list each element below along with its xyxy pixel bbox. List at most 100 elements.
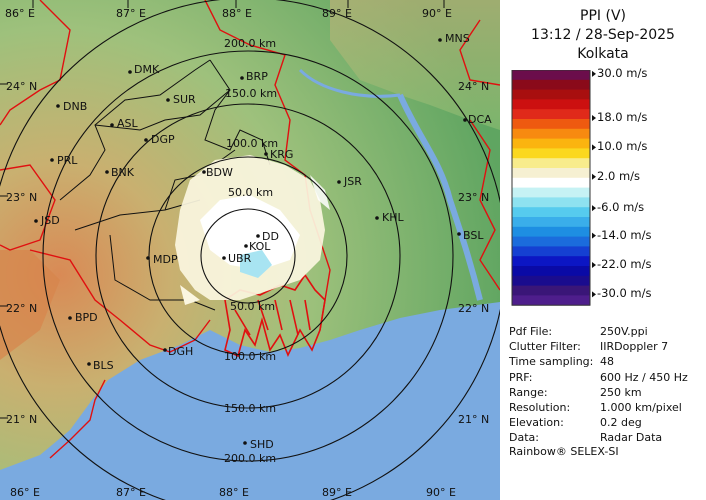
- legend-tick-marker: [592, 70, 596, 77]
- city-markers: DMK BRP SUR MNS DNB ASL DGP DCA KRG BDW …: [34, 32, 492, 451]
- legend-tick-marker: [592, 205, 596, 212]
- range-label-50-bottom: 50.0 km: [230, 300, 275, 313]
- range-label-200-bottom: 200.0 km: [224, 452, 276, 465]
- city-sur: SUR: [173, 93, 196, 106]
- city-bpd: BPD: [75, 311, 98, 324]
- legend-tick-marker: [592, 115, 596, 121]
- lon-label-bottom-88: 88° E: [219, 486, 249, 499]
- metadata-key: Time sampling:: [509, 355, 594, 369]
- legend-tick-marker: [592, 262, 596, 268]
- lat-label-right-24: 24° N: [458, 80, 489, 93]
- metadata-key: Data:: [509, 431, 539, 445]
- lon-label-top-90: 90° E: [422, 7, 452, 20]
- northern-hills: [330, 0, 500, 130]
- city-shd: SHD: [250, 438, 274, 451]
- bay-of-bengal: [0, 302, 500, 500]
- legend-swatch: [512, 138, 590, 149]
- city-mns: MNS: [445, 32, 470, 45]
- legend-swatch: [512, 256, 590, 267]
- range-label-150-bottom: 150.0 km: [224, 402, 276, 415]
- range-rings: [0, 0, 500, 500]
- metadata-value: IIRDoppler 7: [600, 340, 669, 354]
- lat-label-left-24: 24° N: [6, 80, 37, 93]
- city-jsd: JSD: [40, 214, 60, 227]
- lon-label-top-89: 89° E: [322, 7, 352, 20]
- city-dd: DD: [262, 230, 279, 243]
- lon-label-bottom-90: 90° E: [426, 486, 456, 499]
- city-ubr: UBR: [228, 252, 252, 265]
- metadata-value: 250V.ppi: [600, 325, 648, 338]
- metadata-value: 1.000 km/pixel: [600, 401, 682, 414]
- legend-swatch: [512, 187, 590, 198]
- lon-label-top-86: 86° E: [5, 7, 35, 20]
- range-label-100-top: 100.0 km: [226, 137, 278, 150]
- legend-swatch: [512, 197, 590, 208]
- lon-label-top-87: 87° E: [116, 7, 146, 20]
- city-dmk: DMK: [134, 63, 160, 76]
- legend-label: 2.0 m/s: [597, 168, 641, 183]
- radar-echoes: [175, 155, 330, 305]
- city-dgp: DGP: [151, 133, 175, 146]
- legend-swatch: [512, 266, 590, 277]
- legend-swatch: [512, 285, 590, 296]
- legend-swatch: [512, 99, 590, 110]
- river-meghna: [397, 93, 483, 301]
- legend-swatch: [512, 246, 590, 257]
- legend-swatch: [512, 207, 590, 218]
- legend-swatch: [512, 275, 590, 286]
- lon-label-bottom-89: 89° E: [322, 486, 352, 499]
- city-bls: BLS: [93, 359, 114, 372]
- legend-label: -30.0 m/s: [597, 286, 652, 301]
- city-mdp: MDP: [153, 253, 178, 266]
- lon-label-bottom-87: 87° E: [116, 486, 146, 499]
- legend-swatch: [512, 236, 590, 247]
- lat-label-left-23: 23° N: [6, 191, 37, 204]
- legend-swatch: [512, 89, 590, 100]
- lat-label-right-22: 22° N: [458, 302, 489, 315]
- city-kol: KOL: [249, 240, 271, 253]
- lat-label-left-21: 21° N: [6, 413, 37, 426]
- legend-label: -14.0 m/s: [597, 227, 652, 242]
- metadata-value: 250 km: [600, 385, 642, 399]
- city-dnb: DNB: [63, 100, 87, 113]
- city-bdw: BDW: [206, 166, 233, 179]
- metadata-value: 600 Hz / 450 Hz: [600, 370, 688, 384]
- lat-label-right-21: 21° N: [458, 413, 489, 426]
- range-label-100-bottom: 100.0 km: [224, 350, 276, 363]
- product-title: PPI (V): [580, 8, 626, 24]
- radar-map: 86° E 87° E 88° E 89° E 90° E 86° E 87° …: [0, 0, 500, 500]
- map-labels: 86° E 87° E 88° E 89° E 90° E 86° E 87° …: [5, 7, 492, 499]
- city-prl: PRL: [57, 154, 78, 167]
- legend-swatch: [512, 158, 590, 169]
- city-jsr: JSR: [343, 175, 362, 188]
- western-plateau: [0, 250, 60, 360]
- legend-swatch: [512, 217, 590, 228]
- metadata-key: Clutter Filter:: [509, 340, 581, 354]
- graticule-ticks: [0, 0, 445, 419]
- vendor-footer: Rainbow® SELEX-SI: [509, 445, 619, 458]
- velocity-legend: [511, 70, 596, 306]
- sundarbans-coast: [224, 273, 326, 358]
- metadata-value: 48: [600, 355, 614, 369]
- city-brp: BRP: [246, 70, 268, 83]
- legend-swatch: [512, 79, 590, 90]
- legend-swatch: [512, 148, 590, 159]
- legend-swatch: [512, 109, 590, 120]
- legend-swatch: [512, 295, 590, 306]
- city-dca: DCA: [468, 113, 492, 126]
- station-name: Kolkata: [577, 46, 629, 62]
- range-label-200-top: 200.0 km: [224, 37, 276, 50]
- lon-label-top-88: 88° E: [222, 7, 252, 20]
- legend-swatch: [512, 177, 590, 188]
- metadata-key: Resolution:: [509, 401, 571, 414]
- legend-swatch: [512, 70, 590, 81]
- metadata-key: Range:: [509, 385, 548, 399]
- legend-swatch: [512, 226, 590, 237]
- city-bsl: BSL: [463, 229, 484, 242]
- lat-label-left-22: 22° N: [6, 302, 37, 315]
- metadata-value: Radar Data: [600, 431, 663, 445]
- legend-label: 30.0 m/s: [597, 65, 648, 80]
- legend-label: 10.0 m/s: [597, 139, 648, 154]
- legend-tick-marker: [592, 144, 596, 151]
